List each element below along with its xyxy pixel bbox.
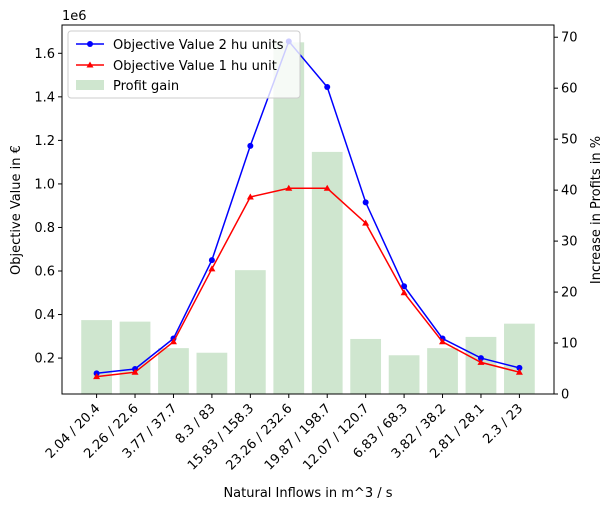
- bar-5: [273, 42, 305, 394]
- x-tick-label-11: 2.3 / 23: [480, 401, 526, 447]
- point-s1-1: [131, 368, 139, 375]
- legend-swatch-series-2: [76, 80, 104, 90]
- legend-label-series-1: Objective Value 1 hu unit: [113, 59, 277, 74]
- point-s1-5: [285, 184, 293, 191]
- point-s0-10: [477, 355, 484, 362]
- right-tick-label-5: 50: [561, 133, 578, 148]
- right-tick-label-3: 30: [561, 235, 578, 250]
- bar-3: [196, 352, 228, 394]
- right-tick-label-2: 20: [561, 286, 578, 301]
- left-tick-label-6: 1.4: [34, 90, 55, 105]
- left-axis: 0.2 0.4 0.6 0.8 1.0 1.2 1.4 1.6: [34, 47, 62, 367]
- bar-9: [427, 348, 458, 394]
- right-tick-label-0: 0: [561, 388, 569, 403]
- bar-7: [350, 338, 382, 394]
- bar-4: [234, 270, 266, 394]
- right-axis-title: Increase in Profits in %: [589, 136, 604, 284]
- x-tick-label-4: 15.83 / 158.3: [185, 401, 257, 473]
- x-axis-title: Natural Inflows in m^3 / s: [223, 486, 392, 501]
- right-tick-label-4: 40: [561, 184, 578, 199]
- left-tick-label-5: 1.2: [34, 134, 55, 149]
- point-s1-3: [208, 265, 216, 272]
- line-series: [93, 38, 523, 380]
- point-s0-8: [401, 283, 408, 290]
- point-s1-6: [323, 184, 331, 191]
- left-tick-label-1: 0.4: [34, 308, 55, 323]
- right-tick-label-1: 10: [561, 337, 578, 352]
- point-s1-0: [93, 373, 101, 380]
- right-tick-label-6: 60: [561, 82, 578, 97]
- legend: Objective Value 2 hu units Objective Val…: [67, 30, 301, 99]
- point-s1-2: [169, 338, 177, 345]
- left-axis-title: Objective Value in €: [9, 145, 24, 275]
- bar-8: [388, 355, 420, 394]
- left-tick-label-4: 1.0: [34, 177, 55, 192]
- bar-6: [311, 151, 343, 394]
- legend-item-series-0: Objective Value 2 hu units: [76, 38, 284, 53]
- plot-frame: [61, 24, 555, 395]
- left-tick-label-7: 1.6: [34, 47, 55, 62]
- legend-label-series-0: Objective Value 2 hu units: [113, 38, 284, 53]
- point-s1-4: [246, 193, 254, 200]
- left-tick-label-0: 0.2: [34, 352, 55, 367]
- series-line-0: [96, 39, 520, 375]
- x-tick-label-7: 12.07 / 120.7: [300, 401, 372, 473]
- x-tick-label-5: 23.26 / 232.6: [223, 401, 295, 473]
- point-s1-8: [400, 289, 408, 296]
- legend-box: [67, 30, 301, 99]
- bar-1: [119, 321, 151, 394]
- x-tick-label-6: 19.87 / 198.7: [262, 401, 334, 473]
- point-s1-9: [439, 338, 447, 345]
- left-tick-label-3: 0.8: [34, 221, 55, 236]
- legend-item-series-1: Objective Value 1 hu unit: [76, 59, 277, 74]
- point-s0-6: [324, 84, 331, 91]
- bar-0: [81, 320, 112, 394]
- bar-series: [81, 42, 535, 394]
- point-s0-7: [362, 199, 369, 206]
- legend-item-series-2: Profit gain: [76, 79, 179, 94]
- point-s1-11: [515, 368, 523, 375]
- legend-marker-series-0: [87, 41, 93, 47]
- point-s1-7: [362, 219, 370, 226]
- point-s0-11: [516, 364, 523, 371]
- left-tick-label-2: 0.6: [34, 265, 55, 280]
- bar-11: [504, 323, 535, 394]
- right-tick-label-7: 70: [561, 31, 578, 46]
- series-line-1: [96, 187, 520, 378]
- axis-multiplier: 1e6: [62, 9, 87, 24]
- legend-label-series-2: Profit gain: [113, 79, 179, 94]
- right-axis: 0 10 20 30 40 50 60 70: [554, 31, 578, 403]
- point-s0-4: [247, 142, 254, 149]
- bar-2: [158, 348, 189, 394]
- legend-marker-series-1: [86, 61, 94, 68]
- point-s0-3: [208, 257, 215, 264]
- x-axis: 2.04 / 20.42.26 / 22.63.77 / 37.78.3 / 8…: [43, 394, 526, 473]
- point-s1-10: [477, 358, 485, 365]
